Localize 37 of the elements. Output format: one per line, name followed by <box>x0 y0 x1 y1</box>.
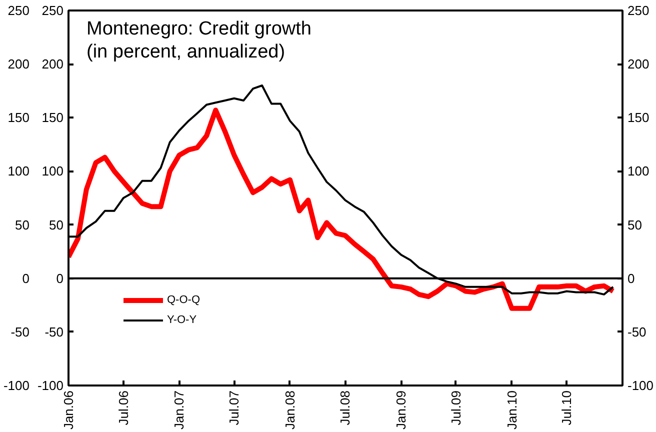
y3-tick-label: 0 <box>628 270 635 286</box>
x-tick-label: Jan.08 <box>282 390 298 430</box>
y2-tick-label: 150 <box>42 110 64 126</box>
x-tick-label: Jan.06 <box>61 390 76 430</box>
x-tick-label: Jul.07 <box>226 390 242 426</box>
y2-tick-label: 250 <box>42 3 64 18</box>
y-tick-label: 250 <box>8 3 30 18</box>
y3-tick-label: 50 <box>628 217 642 232</box>
y-tick-label: 0 <box>22 270 30 286</box>
y3-tick-label: 200 <box>628 56 650 72</box>
x-tick-label: Jul.08 <box>338 390 353 426</box>
x-tick-label: Jan.10 <box>504 390 520 430</box>
y2-tick-label: -100 <box>37 378 64 393</box>
y2-tick-label: -50 <box>44 324 64 340</box>
legend-label: Q-O-Q <box>167 294 200 306</box>
text: Montenegro: Credit growth (in percent, annualized) <box>86 18 312 63</box>
y3-tick-label: -50 <box>628 324 646 340</box>
x-tick-label: Jul.06 <box>116 390 131 426</box>
y3-tick-label: 150 <box>628 110 650 126</box>
y2-tick-label: 50 <box>49 217 64 232</box>
legend-label: Y-O-Y <box>167 314 197 326</box>
y3-tick-label: -100 <box>628 378 654 393</box>
x-tick-label: Jan.09 <box>394 390 409 430</box>
y-tick-label: 100 <box>8 164 30 179</box>
x-tick-label: Jul.10 <box>559 390 574 426</box>
y3-tick-label: 100 <box>628 164 650 179</box>
x-tick-label: Jan.07 <box>172 390 187 430</box>
y3-tick-label: 250 <box>628 3 650 18</box>
y-tick-label: 50 <box>15 217 30 232</box>
y-tick-label: 150 <box>8 110 30 126</box>
y-tick-label: -50 <box>10 324 30 340</box>
y2-tick-label: 200 <box>42 56 64 72</box>
x-tick-label: Jul.09 <box>448 390 464 426</box>
y2-tick-label: 0 <box>56 270 64 286</box>
y2-tick-label: 100 <box>42 164 64 179</box>
y-tick-label: -100 <box>3 378 30 393</box>
y-tick-label: 200 <box>8 56 30 72</box>
